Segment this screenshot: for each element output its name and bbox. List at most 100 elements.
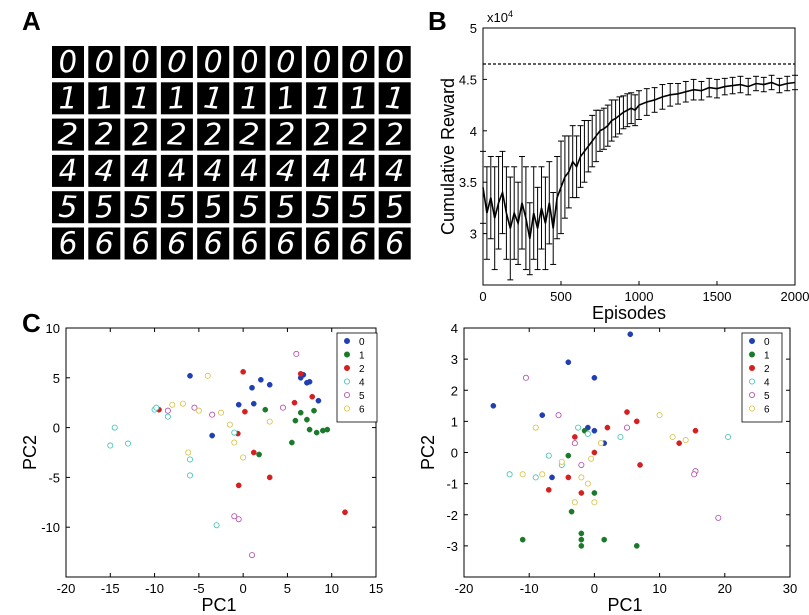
digit-glyph: 1: [312, 81, 333, 117]
y-exponent-label: x104: [487, 9, 513, 25]
point-digit-6: [578, 474, 585, 481]
digit-glyph: 1: [93, 80, 116, 117]
point-digit-2: [692, 427, 699, 434]
point-digit-6: [231, 439, 238, 446]
point-digit-6: [195, 407, 202, 414]
digit-tile: [197, 191, 230, 224]
point-digit-1: [297, 409, 304, 416]
digit-tile: [197, 46, 230, 78]
digit-glyph: 4: [93, 153, 116, 190]
digit-glyph: 2: [129, 117, 152, 154]
digit-glyph: 5: [383, 189, 406, 226]
point-digit-5: [164, 407, 171, 414]
digit-tile: [124, 46, 157, 78]
digit-glyph: 6: [238, 226, 261, 263]
point-digit-1: [633, 543, 640, 549]
digit-glyph: 5: [167, 190, 186, 225]
point-digit-6: [669, 433, 676, 440]
x-axis-label: Episodes: [592, 303, 666, 323]
point-digit-2: [266, 474, 273, 481]
digit-tile: [378, 191, 411, 224]
point-digit-5: [624, 424, 631, 431]
reward-line: [482, 81, 796, 239]
digit-glyph: 2: [348, 117, 369, 153]
digit-glyph: 1: [58, 81, 77, 116]
point-digit-2: [637, 462, 643, 468]
x-tick-label: 0: [591, 581, 598, 596]
point-digit-4: [506, 471, 513, 478]
digit-glyph: 5: [275, 190, 296, 226]
digit-tile: [378, 154, 411, 187]
point-digit-4: [186, 456, 193, 463]
digit-tile: [52, 154, 84, 187]
point-digit-2: [240, 368, 246, 375]
point-digit-1: [324, 426, 331, 433]
point-digit-2: [624, 409, 630, 415]
y-tick-label: 0: [451, 446, 458, 461]
legend-label: 5: [764, 391, 770, 402]
x-tick-label: 1500: [703, 289, 732, 304]
digit-glyph: 4: [347, 153, 370, 190]
point-digit-4: [231, 429, 238, 436]
point-digit-2: [604, 424, 611, 431]
digit-glyph: 0: [94, 45, 115, 81]
y-tick-label: 1: [451, 414, 458, 429]
digit-glyph: 1: [240, 81, 259, 116]
digit-glyph: 4: [384, 153, 405, 189]
point-digit-6: [240, 454, 247, 461]
digit-glyph: 6: [204, 227, 223, 262]
y-axis-label: Cumulative Reward: [438, 78, 458, 235]
digit-glyph: 0: [57, 44, 80, 81]
y-tick-label: -1: [446, 477, 458, 492]
legend-label: 0: [359, 337, 365, 348]
digit-glyph: 4: [239, 153, 260, 189]
digit-tile: [269, 227, 302, 260]
digit-glyph: 0: [166, 44, 189, 81]
x-axis-label: PC1: [201, 595, 236, 615]
point-digit-1: [262, 406, 269, 413]
y-tick-label: 3.5: [459, 175, 477, 190]
digit-tile: [52, 118, 84, 151]
panel-letter-b: B: [428, 6, 447, 36]
digit-glyph: 6: [57, 226, 80, 263]
x-tick-label: -20: [455, 581, 474, 596]
y-axis-label: PC2: [418, 435, 438, 470]
point-digit-0: [591, 374, 598, 381]
digit-tile: [378, 227, 411, 260]
point-digit-6: [571, 499, 578, 506]
point-digit-5: [231, 513, 238, 520]
digit-tile: [342, 82, 375, 115]
point-digit-6: [588, 455, 595, 462]
point-digit-0: [304, 379, 310, 386]
digit-tile: [160, 191, 193, 224]
digit-tile: [269, 82, 302, 115]
digit-glyph: 4: [274, 153, 297, 190]
point-digit-1: [289, 439, 295, 446]
point-digit-0: [490, 402, 497, 409]
digit-tile: [197, 227, 230, 260]
y-tick-label: 4.5: [459, 72, 477, 87]
legend-marker: [343, 351, 350, 358]
legend-marker: [343, 378, 350, 385]
point-digit-1: [591, 490, 598, 496]
y-tick-label: 4: [451, 321, 458, 336]
point-digit-5: [279, 404, 286, 411]
legend-marker: [749, 405, 756, 412]
legend-label: 6: [764, 405, 770, 416]
x-tick-label: 2000: [781, 289, 809, 304]
digit-glyph: 2: [203, 117, 224, 153]
digit-tile: [160, 82, 193, 115]
digit-glyph: 5: [94, 190, 115, 226]
digit-tile: [306, 227, 339, 260]
digit-tile: [197, 118, 230, 151]
digit-tile: [88, 191, 121, 224]
digit-glyph: 2: [384, 117, 405, 153]
point-digit-4: [617, 433, 624, 440]
point-digit-0: [627, 331, 634, 338]
digit-tile: [233, 118, 266, 151]
x-tick-label: 10: [652, 581, 666, 596]
point-digit-0: [250, 400, 257, 407]
point-digit-1: [568, 508, 575, 515]
digit-glyph: 5: [58, 190, 79, 226]
x-tick-label: 10: [324, 581, 338, 596]
